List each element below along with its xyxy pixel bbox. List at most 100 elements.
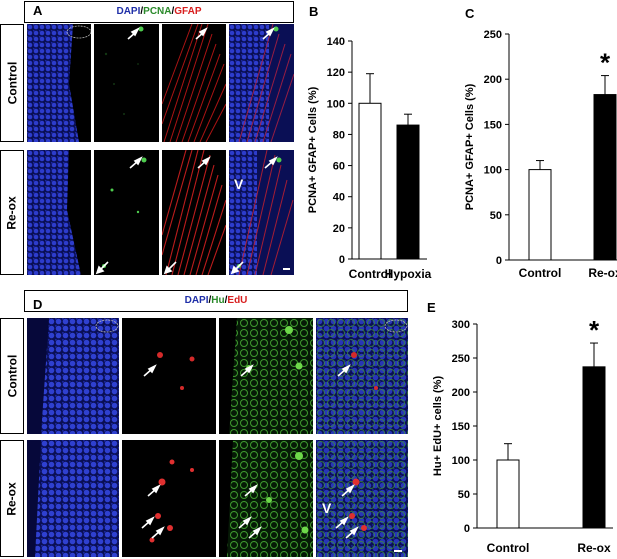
edu-label: EdU [227, 295, 248, 306]
panel-e-letter: E [427, 300, 436, 315]
panel-b-letter: B [309, 4, 319, 19]
arrow-icon [147, 484, 161, 497]
micrograph-a-control-dapi [27, 24, 91, 142]
arrow-icon [337, 364, 351, 377]
y-tick-label: 40 [333, 192, 345, 204]
y-tick-label: 300 [452, 319, 470, 331]
arrow-icon [335, 516, 349, 529]
bar [582, 366, 606, 529]
arrow-icon [195, 27, 208, 40]
micrograph-d-control-dapi [27, 318, 119, 434]
bar [528, 169, 552, 261]
arrow-icon [240, 364, 254, 377]
arrow-icon [197, 156, 211, 169]
panel-a-row-label-reox: Re-ox [0, 150, 24, 275]
y-tick-label: 0 [339, 254, 345, 266]
panel-a-letter: A [33, 3, 43, 18]
micrograph-a-reox-gfap [162, 150, 226, 275]
arrow-icon [163, 261, 177, 275]
hu-label: Hu [211, 295, 225, 306]
arrow-icon [341, 484, 355, 497]
y-tick-label: 100 [484, 165, 502, 177]
arrow-icon [244, 484, 258, 497]
bar [593, 94, 617, 261]
x-category-label: Re-ox [588, 266, 617, 280]
panel-d-row-label-control: Control [0, 318, 24, 434]
arrow-icon [248, 526, 262, 539]
dapi-label: DAPI [116, 6, 141, 17]
micrograph-d-control-hu [219, 318, 313, 434]
bar [496, 459, 520, 529]
pcna-label: PCNA [143, 6, 172, 17]
x-category-label: Hypoxia [385, 267, 432, 281]
y-tick-label: 0 [496, 255, 502, 267]
y-tick-label: 200 [484, 74, 502, 86]
y-tick-label: 80 [333, 129, 345, 141]
y-axis-label: Hu+ EdU+ cells (%) [432, 376, 444, 477]
arrow-icon [230, 261, 244, 275]
y-tick-label: 50 [458, 489, 470, 501]
x-category-label: Re-ox [577, 541, 611, 555]
y-tick-label: 100 [327, 98, 345, 110]
panel-a-header: DAPI/PCNA/GFAP [24, 1, 294, 23]
bar [396, 124, 420, 260]
y-tick-label: 200 [452, 387, 470, 399]
panel-d-header: DAPI/Hu/EdU [24, 290, 408, 312]
arrow-icon [141, 516, 155, 529]
y-tick-label: 140 [327, 36, 345, 48]
micrograph-d-reox-edu [122, 440, 216, 557]
micrograph-d-control-edu [122, 318, 216, 434]
panel-a-row-label-control: Control [0, 24, 24, 142]
y-tick-label: 250 [484, 29, 502, 41]
arrow-icon [95, 261, 109, 275]
x-category-label: Control [349, 267, 392, 281]
x-category-label: Control [487, 541, 530, 555]
y-tick-label: 120 [327, 67, 345, 79]
micrograph-a-reox-pcna [94, 150, 159, 275]
y-tick-label: 20 [333, 223, 345, 235]
chart-panel-c: PCNA+ GFAP+ Cells (%) 0 50 100 150 200 250 Cont… [455, 24, 617, 289]
y-tick-label: 100 [452, 455, 470, 467]
micrograph-d-control-merge [316, 318, 408, 434]
y-tick-label: 150 [484, 119, 502, 131]
micrograph-a-control-pcna [94, 24, 159, 142]
arrow-icon [262, 27, 275, 40]
header-separator: / [140, 6, 144, 17]
arrow-icon [143, 364, 157, 377]
panel-d-letter: D [33, 297, 43, 312]
y-tick-label: 50 [490, 210, 502, 222]
scale-bar-icon [283, 268, 290, 270]
micrograph-a-reox-merge [229, 150, 294, 275]
arrow-icon [345, 526, 359, 539]
arrow-icon [151, 526, 165, 539]
chart-panel-b: PCNA+ GFAP+ Cells (%) 0 20 40 60 80 100 120 140 C… [300, 30, 460, 285]
ventricle-label-d: V [322, 500, 332, 516]
significance-asterisk: * [600, 48, 611, 78]
y-tick-label: 0 [464, 523, 470, 535]
y-axis-label: PCNA+ GFAP+ Cells (%) [307, 86, 319, 213]
micrograph-a-control-gfap [162, 24, 226, 142]
arrow-icon [127, 27, 140, 40]
micrograph-a-control-merge [229, 24, 294, 142]
arrow-icon [129, 156, 143, 169]
arrow-icon [264, 156, 278, 169]
gfap-label: GFAP [174, 6, 202, 17]
arrow-icon [238, 516, 252, 529]
bar [358, 102, 382, 260]
micrograph-d-reox-merge [316, 440, 408, 557]
chart-panel-e: Hu+ EdU+ cells (%) 0 50 100 150 200 250 300 Cont… [425, 315, 617, 559]
micrograph-d-reox-hu [219, 440, 313, 557]
ventricle-label-a: V [234, 176, 244, 192]
y-tick-label: 150 [452, 421, 470, 433]
panel-c-letter: C [465, 6, 475, 21]
x-category-label: Control [519, 266, 562, 280]
micrograph-a-reox-dapi [27, 150, 91, 275]
micrograph-d-reox-dapi [27, 440, 119, 557]
header-separator: / [171, 6, 175, 17]
dapi-label: DAPI [184, 295, 209, 306]
scale-bar-icon [394, 550, 402, 552]
y-tick-label: 250 [452, 353, 470, 365]
header-separator: / [224, 295, 228, 306]
header-separator: / [208, 295, 212, 306]
significance-asterisk: * [589, 315, 600, 345]
